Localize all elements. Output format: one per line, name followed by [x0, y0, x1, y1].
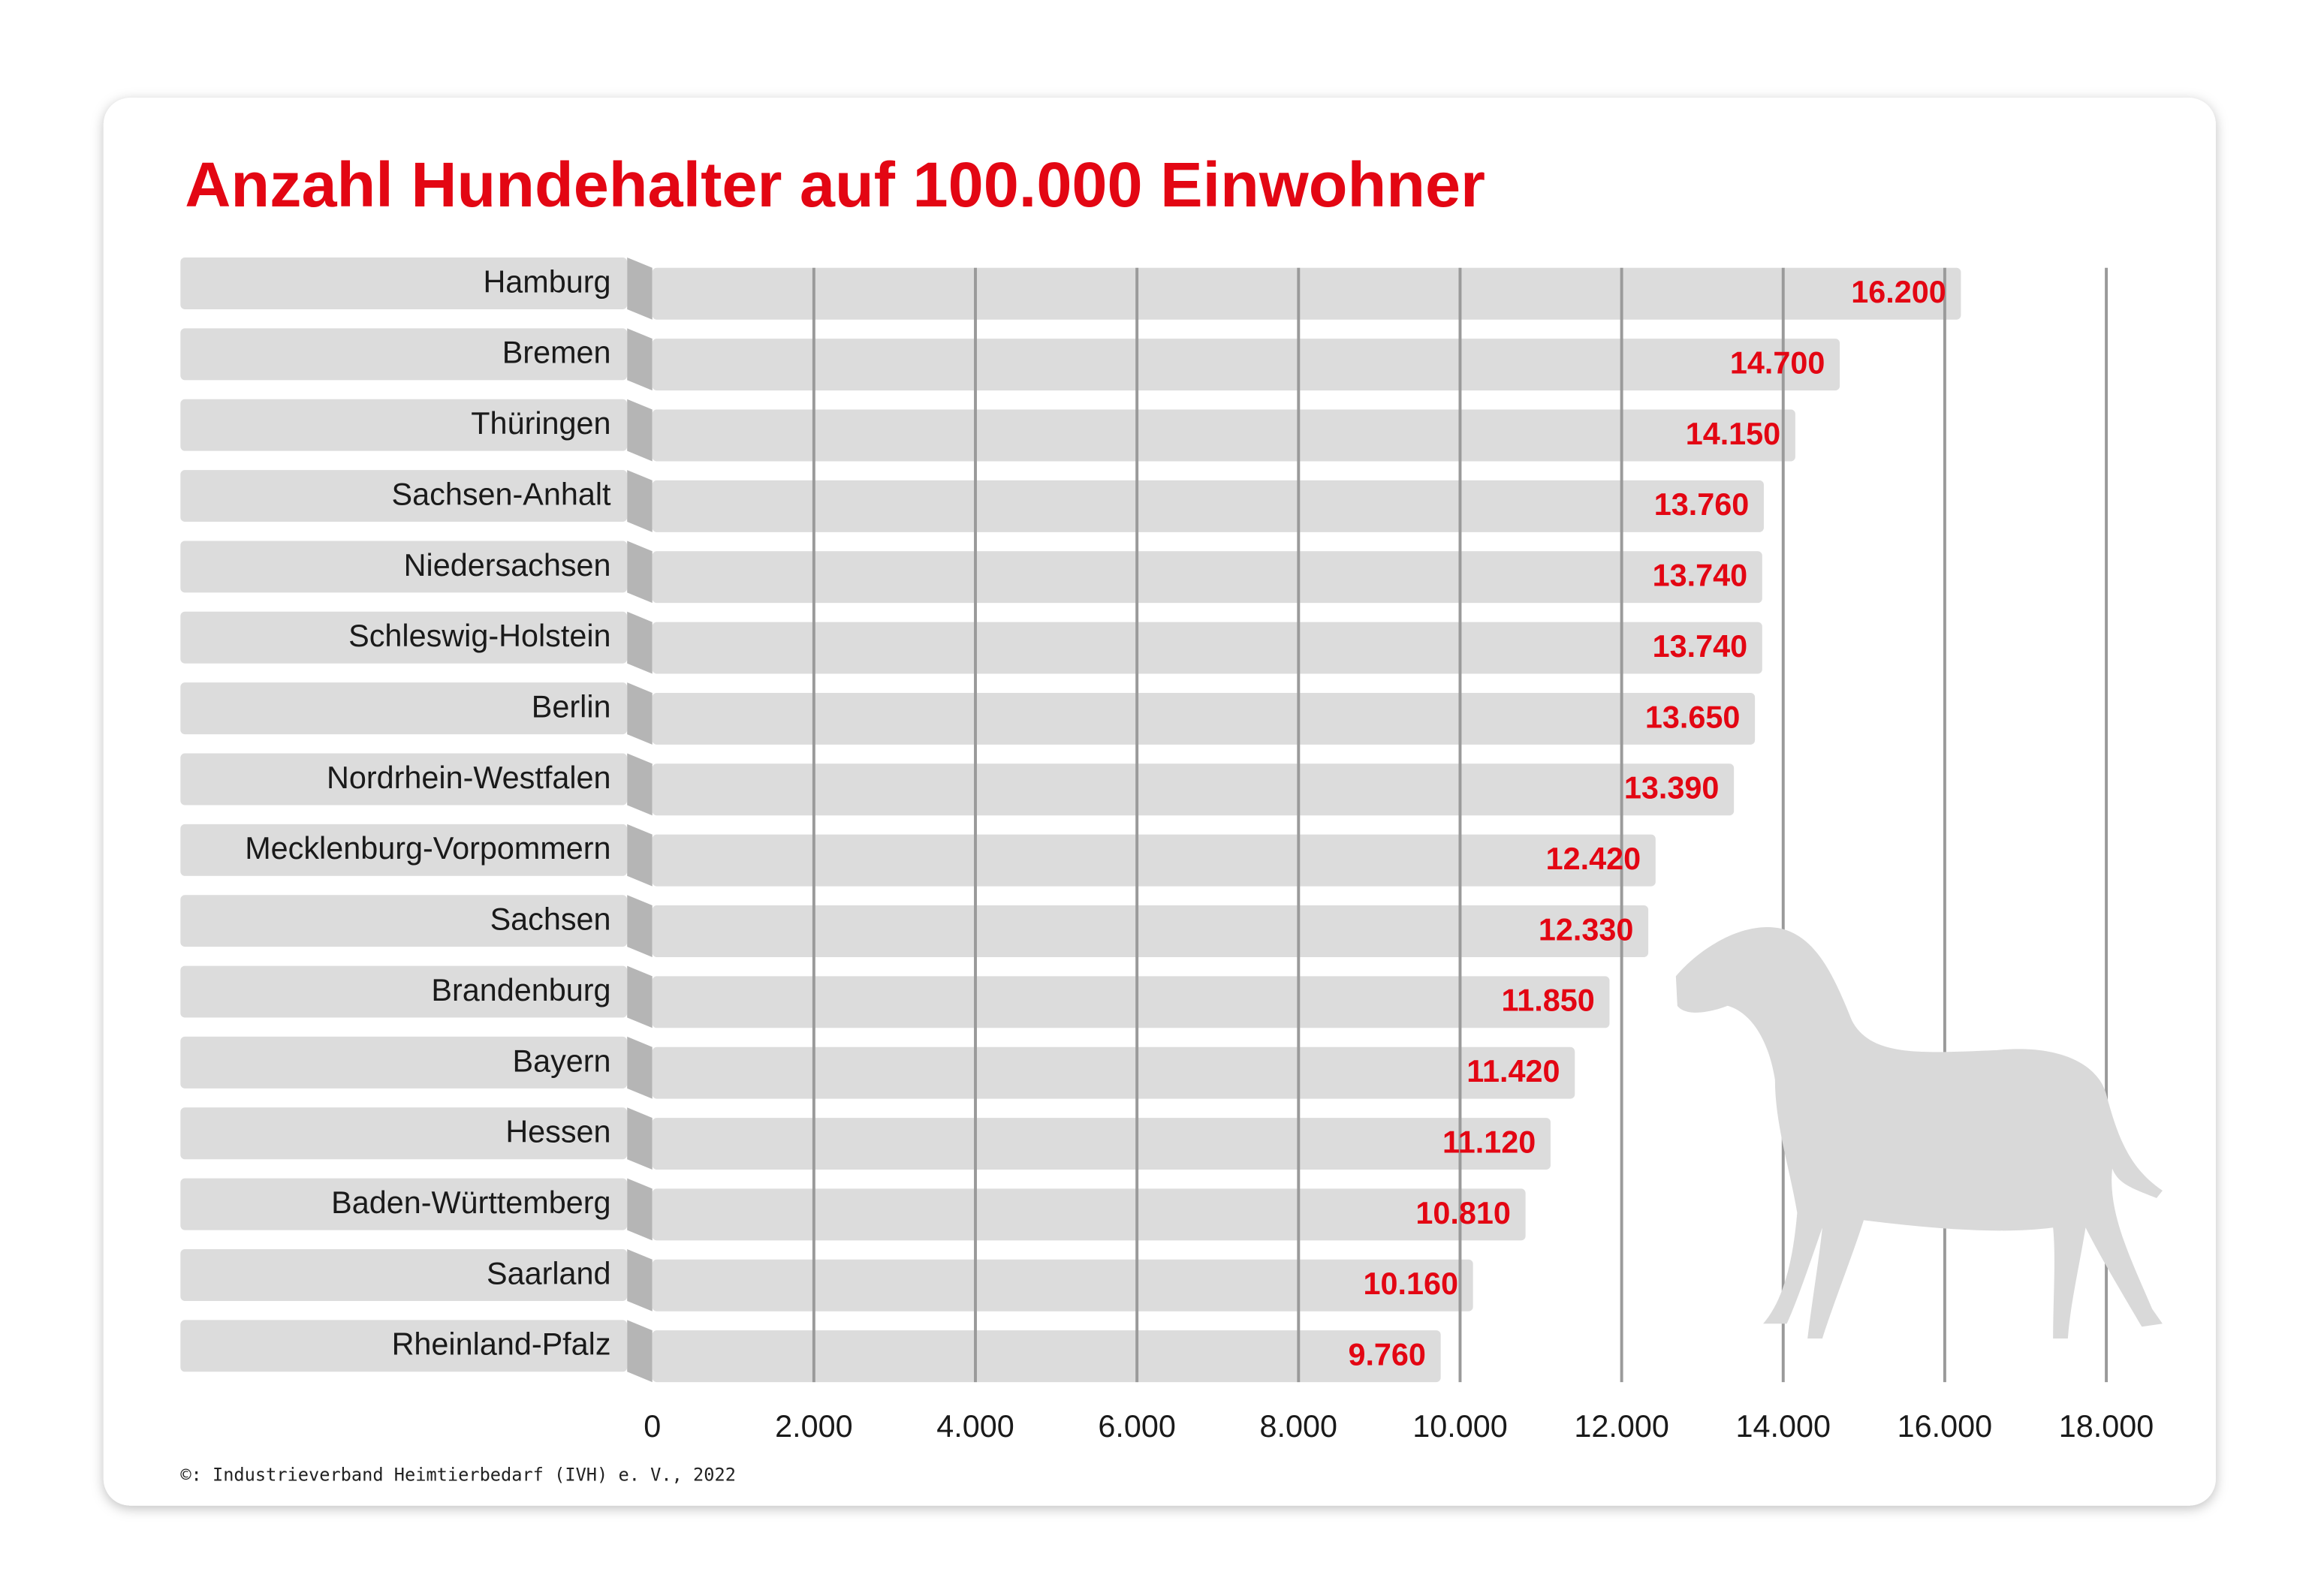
x-tick-label: 2.000	[775, 1409, 852, 1444]
bar	[652, 480, 1764, 532]
bar	[652, 1046, 1575, 1099]
x-tick-label: 4.000	[936, 1409, 1014, 1444]
x-tick-label: 8.000	[1260, 1409, 1338, 1444]
category-label: Thüringen	[471, 406, 610, 441]
category-label: Hamburg	[483, 264, 610, 299]
value-label: 10.810	[1415, 1196, 1511, 1230]
bar	[652, 905, 1649, 957]
value-label: 14.150	[1686, 417, 1781, 451]
label-bar	[180, 541, 628, 593]
label-bar-fold	[627, 1249, 653, 1311]
category-label: Rheinland-Pfalz	[392, 1327, 611, 1362]
value-label: 13.390	[1624, 771, 1720, 806]
category-label: Sachsen-Anhalt	[392, 477, 612, 511]
value-label: 11.850	[1502, 983, 1595, 1018]
bar	[652, 976, 1610, 1028]
label-bar-fold	[627, 1107, 653, 1170]
bar	[652, 267, 1961, 320]
category-label: Sachsen	[490, 902, 611, 937]
label-bar	[180, 470, 628, 522]
label-bar-fold	[627, 1320, 653, 1383]
label-bar	[180, 611, 628, 664]
label-bar-fold	[627, 257, 653, 320]
bar	[652, 1330, 1441, 1383]
label-bar	[180, 1249, 628, 1301]
value-label: 13.740	[1653, 629, 1748, 664]
bar	[652, 622, 1762, 674]
value-label: 14.700	[1730, 346, 1825, 381]
label-bar	[180, 1036, 628, 1089]
label-bar-fold	[627, 895, 653, 957]
x-tick-label: 14.000	[1736, 1409, 1831, 1444]
bar	[652, 551, 1762, 604]
value-label: 13.740	[1653, 559, 1748, 593]
label-bar	[180, 257, 628, 309]
category-label: Nordrhein-Westfalen	[327, 760, 611, 795]
x-tick-label: 6.000	[1098, 1409, 1175, 1444]
category-label: Saarland	[487, 1256, 611, 1290]
label-bar	[180, 399, 628, 451]
value-label: 11.120	[1442, 1125, 1536, 1159]
bar	[652, 763, 1735, 816]
label-bar-fold	[627, 682, 653, 745]
bar	[652, 339, 1840, 391]
x-tick-label: 16.000	[1898, 1409, 1993, 1444]
value-label: 10.160	[1363, 1266, 1458, 1301]
category-label: Hessen	[505, 1115, 610, 1149]
label-bar	[180, 1320, 628, 1372]
label-bar	[180, 824, 628, 876]
label-bar	[180, 1107, 628, 1160]
label-bar	[180, 328, 628, 381]
category-label: Baden-Württemberg	[331, 1185, 610, 1220]
value-label: 12.420	[1546, 842, 1641, 876]
label-bar-fold	[627, 328, 653, 391]
value-label: 11.420	[1466, 1054, 1560, 1089]
label-bar	[180, 1178, 628, 1230]
plot: Hamburg Bremen Thüringen Sachsen-Anhalt Nied…	[180, 257, 2154, 1444]
category-label: Niedersachsen	[404, 548, 611, 583]
source: ©: Industrieverband Heimtierbedarf (IVH)…	[180, 1465, 736, 1486]
label-bar-fold	[627, 1178, 653, 1241]
bar	[652, 1118, 1551, 1170]
x-tick-label: 10.000	[1412, 1409, 1508, 1444]
label-bar	[180, 895, 628, 947]
x-tick-label: 18.000	[2059, 1409, 2154, 1444]
label-bar	[180, 965, 628, 1018]
bar	[652, 1259, 1473, 1311]
label-bar-fold	[627, 753, 653, 816]
bar	[652, 692, 1756, 745]
x-tick-label: 12.000	[1574, 1409, 1669, 1444]
label-bar-fold	[627, 824, 653, 887]
category-label: Bremen	[502, 336, 611, 370]
label-bar	[180, 682, 628, 735]
value-label: 9.760	[1348, 1338, 1426, 1372]
chart-title: Anzahl Hundehalter auf 100.000 Einwohner	[185, 149, 1485, 220]
value-label: 13.650	[1645, 700, 1741, 734]
category-label: Brandenburg	[431, 973, 610, 1007]
category-label: Bayern	[513, 1043, 611, 1078]
category-label: Mecklenburg-Vorpommern	[245, 831, 610, 866]
label-bar-fold	[627, 1036, 653, 1099]
value-label: 16.200	[1851, 275, 1946, 309]
label-bar-fold	[627, 541, 653, 604]
label-bar-fold	[627, 470, 653, 532]
label-bar-fold	[627, 611, 653, 674]
category-label: Schleswig-Holstein	[348, 619, 610, 653]
bar	[652, 834, 1656, 887]
bar	[652, 1188, 1526, 1241]
bar	[652, 409, 1795, 462]
value-label: 13.760	[1654, 487, 1750, 522]
dog-silhouette	[1675, 927, 2163, 1339]
x-tick-label: 0	[644, 1409, 661, 1444]
label-bar	[180, 753, 628, 806]
value-label: 12.330	[1539, 912, 1634, 947]
label-bar-fold	[627, 399, 653, 462]
label-bar-fold	[627, 965, 653, 1028]
category-label: Berlin	[532, 690, 611, 724]
